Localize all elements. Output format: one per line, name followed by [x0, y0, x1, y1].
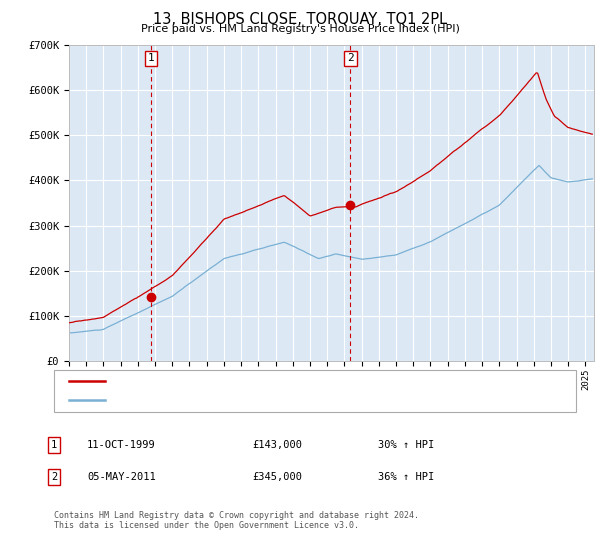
Text: 1: 1 [51, 440, 57, 450]
Text: 13, BISHOPS CLOSE, TORQUAY, TQ1 2PL (detached house): 13, BISHOPS CLOSE, TORQUAY, TQ1 2PL (det… [114, 376, 419, 386]
Text: 2: 2 [347, 53, 354, 63]
Text: 1: 1 [148, 53, 155, 63]
Text: £345,000: £345,000 [252, 472, 302, 482]
Text: 2: 2 [51, 472, 57, 482]
Text: Contains HM Land Registry data © Crown copyright and database right 2024.
This d: Contains HM Land Registry data © Crown c… [54, 511, 419, 530]
Text: £143,000: £143,000 [252, 440, 302, 450]
Text: 05-MAY-2011: 05-MAY-2011 [87, 472, 156, 482]
Text: 13, BISHOPS CLOSE, TORQUAY, TQ1 2PL: 13, BISHOPS CLOSE, TORQUAY, TQ1 2PL [153, 12, 447, 27]
Text: 11-OCT-1999: 11-OCT-1999 [87, 440, 156, 450]
Text: 36% ↑ HPI: 36% ↑ HPI [378, 472, 434, 482]
Text: Price paid vs. HM Land Registry's House Price Index (HPI): Price paid vs. HM Land Registry's House … [140, 24, 460, 34]
Text: HPI: Average price, detached house, Torbay: HPI: Average price, detached house, Torb… [114, 395, 361, 405]
Text: 30% ↑ HPI: 30% ↑ HPI [378, 440, 434, 450]
